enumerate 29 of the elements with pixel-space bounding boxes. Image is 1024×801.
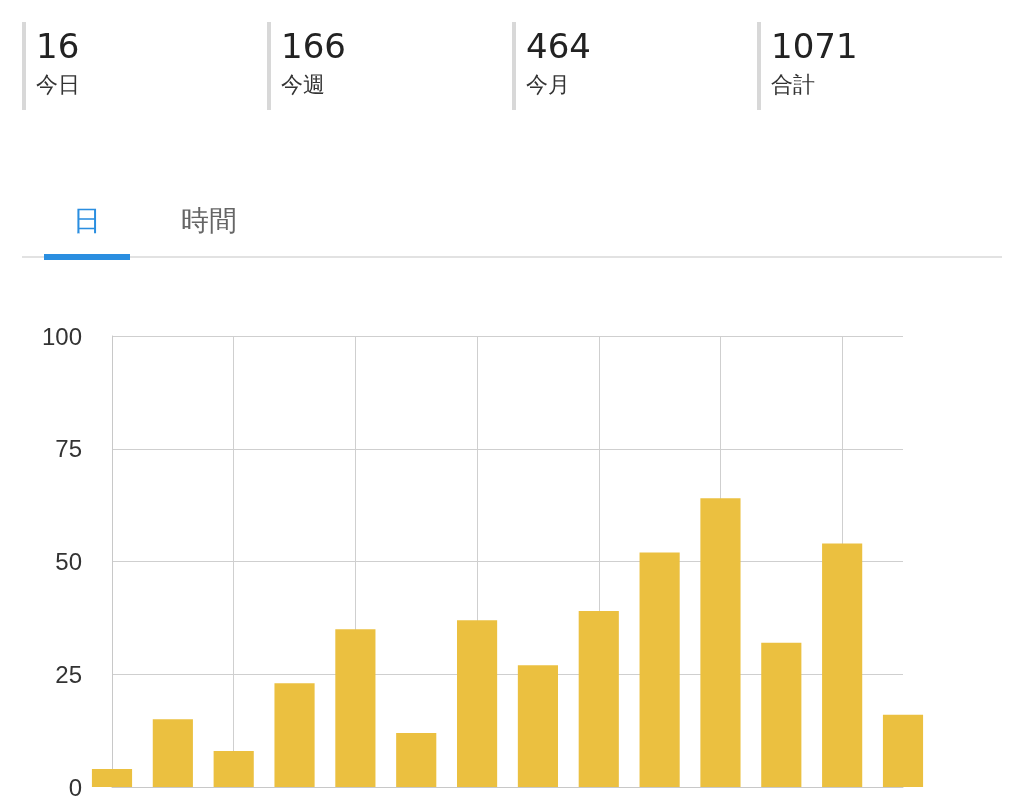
y-tick-label: 50 bbox=[55, 548, 82, 575]
bar bbox=[700, 498, 741, 787]
y-tick-label: 0 bbox=[68, 773, 82, 801]
bar bbox=[639, 552, 680, 787]
bar bbox=[335, 629, 376, 787]
bar bbox=[152, 719, 193, 787]
bar bbox=[396, 732, 437, 787]
bar bbox=[761, 642, 802, 787]
text: 合計 bbox=[771, 71, 816, 99]
text: 464 bbox=[526, 25, 592, 68]
y-tick-label: 25 bbox=[55, 660, 82, 688]
bar bbox=[274, 683, 315, 787]
text: 166 bbox=[281, 25, 347, 68]
bar bbox=[91, 768, 133, 787]
bar bbox=[578, 611, 619, 787]
bar bbox=[517, 665, 558, 787]
y-tick-label: 100 bbox=[41, 322, 82, 350]
bar bbox=[882, 714, 924, 787]
bar bbox=[457, 620, 498, 787]
text: 1071 bbox=[771, 25, 859, 68]
text: 時間 bbox=[180, 203, 238, 239]
text: 16 bbox=[36, 25, 81, 68]
text: 日 bbox=[44, 202, 130, 260]
bar bbox=[822, 543, 863, 787]
text: 今月 bbox=[526, 71, 571, 99]
text: 今日 bbox=[36, 71, 81, 99]
bar bbox=[213, 750, 254, 787]
y-tick-label: 75 bbox=[55, 435, 82, 463]
text: 今週 bbox=[281, 71, 326, 99]
